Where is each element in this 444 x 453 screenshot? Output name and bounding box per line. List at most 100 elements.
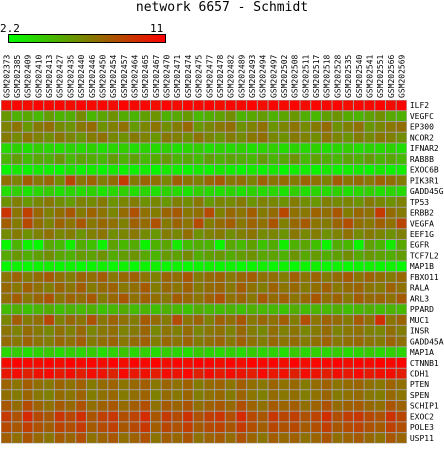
- heatmap-cell: [321, 422, 332, 433]
- heatmap-cell: [385, 143, 396, 154]
- heatmap-cell: [332, 261, 343, 272]
- heatmap-cell: [215, 175, 225, 186]
- heatmap-cell: [289, 111, 300, 121]
- heatmap-cell: [396, 186, 407, 197]
- heatmap-cell: [22, 239, 33, 250]
- heatmap-cell: [332, 186, 343, 197]
- heatmap-cell: [247, 239, 257, 250]
- heatmap-cell: [97, 132, 108, 143]
- heatmap-cell: [247, 111, 257, 121]
- heatmap-cell: [108, 154, 118, 164]
- heatmap-cell: [300, 143, 311, 154]
- heatmap-cell: [108, 197, 118, 207]
- heatmap-cell: [236, 197, 247, 207]
- heatmap-cell: [385, 250, 396, 261]
- heatmap-cell: [332, 368, 343, 379]
- heatmap-cell: [300, 304, 311, 315]
- heatmap-cell: [396, 325, 407, 336]
- heatmap-cell: [193, 411, 204, 422]
- column-label: GSM202541: [365, 54, 374, 98]
- heatmap-cell: [44, 175, 54, 186]
- column-label: GSM202518: [323, 54, 332, 98]
- heatmap-cell: [343, 379, 353, 390]
- heatmap-cell: [129, 293, 140, 304]
- heatmap-cell: [108, 218, 118, 229]
- heatmap-cell: [183, 272, 193, 282]
- heatmap-cell: [12, 132, 22, 143]
- heatmap-cell: [375, 400, 385, 411]
- heatmap-cell: [236, 143, 247, 154]
- heatmap-cell: [257, 304, 268, 315]
- heatmap-cell: [1, 325, 12, 336]
- heatmap-cell: [289, 207, 300, 218]
- heatmap-cell: [332, 379, 343, 390]
- heatmap-cell: [54, 282, 65, 293]
- heatmap-cell: [375, 197, 385, 207]
- heatmap-cell: [375, 411, 385, 422]
- heatmap-cell: [279, 218, 289, 229]
- heatmap-cell: [1, 272, 12, 282]
- heatmap-cell: [140, 229, 151, 239]
- heatmap-cell: [311, 390, 321, 400]
- heatmap-cell: [151, 336, 161, 347]
- heatmap-cell: [364, 218, 375, 229]
- heatmap-cell: [151, 218, 161, 229]
- heatmap-cell: [375, 132, 385, 143]
- heatmap-cell: [204, 282, 215, 293]
- heatmap-cell: [54, 368, 65, 379]
- column-label: GSM202471: [173, 54, 182, 98]
- heatmap-cell: [364, 186, 375, 197]
- heatmap-cell: [129, 186, 140, 197]
- heatmap-cell: [215, 272, 225, 282]
- heatmap-cell: [54, 293, 65, 304]
- heatmap-cell: [12, 111, 22, 121]
- heatmap-cell: [54, 154, 65, 164]
- heatmap-cell: [151, 293, 161, 304]
- heatmap-cell: [279, 229, 289, 239]
- column-label: GSM202478: [216, 54, 225, 98]
- heatmap-cell: [375, 143, 385, 154]
- heatmap-cell: [375, 304, 385, 315]
- heatmap-cell: [118, 154, 129, 164]
- heatmap-cell: [183, 358, 193, 368]
- heatmap-cell: [204, 336, 215, 347]
- heatmap-cell: [396, 197, 407, 207]
- heatmap-cell: [385, 315, 396, 325]
- heatmap-cell: [86, 186, 97, 197]
- heatmap-cell: [321, 207, 332, 218]
- heatmap-cell: [364, 379, 375, 390]
- heatmap-cell: [22, 390, 33, 400]
- column-label: GSM202470: [163, 54, 172, 98]
- heatmap-cell: [215, 304, 225, 315]
- heatmap-cell: [215, 239, 225, 250]
- heatmap-cell: [22, 411, 33, 422]
- heatmap-cell: [396, 422, 407, 433]
- heatmap-cell: [268, 164, 279, 175]
- heatmap-cell: [268, 229, 279, 239]
- heatmap-cell: [375, 261, 385, 272]
- heatmap-cell: [215, 186, 225, 197]
- heatmap-cell: [321, 336, 332, 347]
- row-label: GADD45G: [410, 187, 444, 196]
- heatmap-cell: [311, 207, 321, 218]
- heatmap-cell: [1, 433, 12, 443]
- heatmap-cell: [54, 207, 65, 218]
- heatmap-cell: [311, 250, 321, 261]
- heatmap-cell: [300, 315, 311, 325]
- heatmap-cell: [289, 239, 300, 250]
- heatmap-cell: [76, 207, 86, 218]
- heatmap-cell: [97, 100, 108, 111]
- heatmap-cell: [129, 154, 140, 164]
- heatmap-cell: [172, 293, 183, 304]
- heatmap-cell: [300, 358, 311, 368]
- heatmap-cell: [300, 239, 311, 250]
- heatmap-cell: [193, 207, 204, 218]
- heatmap-cell: [332, 422, 343, 433]
- heatmap-cell: [22, 261, 33, 272]
- heatmap-cell: [54, 132, 65, 143]
- heatmap-cell: [375, 368, 385, 379]
- heatmap-cell: [108, 164, 118, 175]
- column-label: GSM202467: [152, 54, 161, 98]
- heatmap-cell: [1, 347, 12, 358]
- heatmap-cell: [140, 400, 151, 411]
